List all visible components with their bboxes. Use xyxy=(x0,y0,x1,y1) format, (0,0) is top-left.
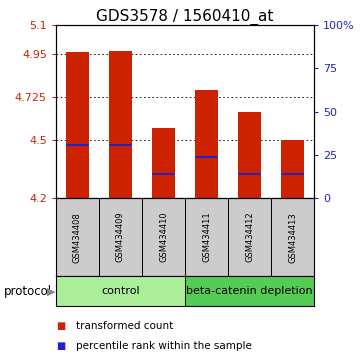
Bar xyxy=(66,52,89,198)
Bar xyxy=(228,198,271,276)
Text: percentile rank within the sample: percentile rank within the sample xyxy=(76,341,252,351)
Text: ■: ■ xyxy=(56,321,65,331)
Bar xyxy=(238,173,261,175)
Bar xyxy=(109,51,132,198)
Bar xyxy=(99,198,142,276)
Text: transformed count: transformed count xyxy=(76,321,173,331)
Text: GSM434413: GSM434413 xyxy=(288,212,297,263)
Text: GSM434408: GSM434408 xyxy=(73,212,82,263)
Title: GDS3578 / 1560410_at: GDS3578 / 1560410_at xyxy=(96,8,274,25)
Bar xyxy=(152,173,175,175)
Text: GSM434410: GSM434410 xyxy=(159,212,168,263)
Bar xyxy=(66,144,89,146)
Bar xyxy=(185,276,314,306)
Text: GSM434412: GSM434412 xyxy=(245,212,254,263)
Text: ▶: ▶ xyxy=(47,286,56,296)
Bar xyxy=(271,198,314,276)
Bar xyxy=(281,141,304,198)
Bar xyxy=(56,198,99,276)
Bar xyxy=(152,128,175,198)
Text: protocol: protocol xyxy=(4,285,52,298)
Bar xyxy=(281,173,304,175)
Bar xyxy=(142,198,185,276)
Text: GSM434409: GSM434409 xyxy=(116,212,125,263)
Bar xyxy=(56,276,185,306)
Bar xyxy=(195,90,218,198)
Text: GSM434411: GSM434411 xyxy=(202,212,211,263)
Text: control: control xyxy=(101,286,140,296)
Bar xyxy=(238,112,261,198)
Text: beta-catenin depletion: beta-catenin depletion xyxy=(186,286,313,296)
Bar xyxy=(109,144,132,146)
Bar xyxy=(195,156,218,158)
Text: ■: ■ xyxy=(56,341,65,351)
Bar xyxy=(185,198,228,276)
